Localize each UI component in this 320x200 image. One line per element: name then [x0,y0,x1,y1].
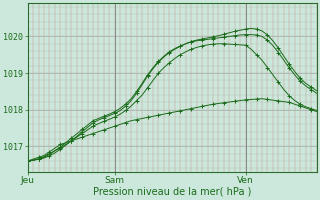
X-axis label: Pression niveau de la mer( hPa ): Pression niveau de la mer( hPa ) [93,187,251,197]
